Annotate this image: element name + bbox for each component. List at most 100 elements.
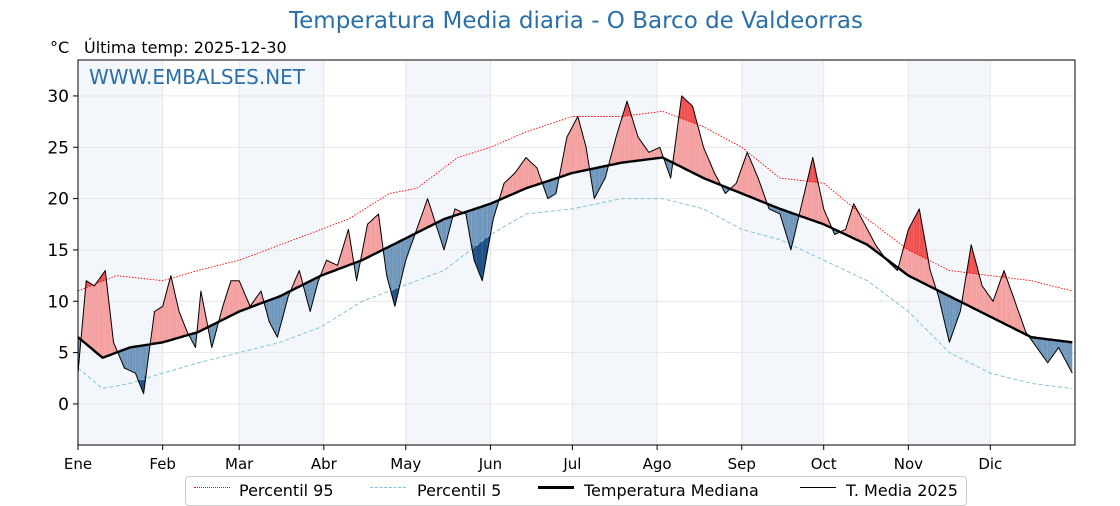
fill-below-median bbox=[121, 349, 125, 368]
fill-above-median bbox=[329, 261, 333, 273]
line-temperatura-mediana bbox=[77, 156, 1073, 359]
fill-below-median bbox=[438, 220, 442, 242]
month-band bbox=[572, 60, 658, 445]
fill-below-median bbox=[269, 299, 272, 327]
fill-above-median bbox=[998, 278, 1002, 323]
fill-above-median bbox=[230, 280, 234, 316]
fill-above-median bbox=[504, 180, 507, 198]
fill-above-median bbox=[711, 166, 715, 183]
fill-below-median bbox=[1064, 341, 1067, 363]
fill-above-median bbox=[749, 158, 753, 198]
fill-above-p95 bbox=[922, 224, 925, 259]
fill-above-median bbox=[179, 311, 182, 338]
fill-above-median bbox=[637, 137, 641, 161]
fill-below-median bbox=[266, 300, 270, 322]
month-band bbox=[78, 60, 163, 445]
fill-above-median bbox=[703, 147, 707, 180]
legend-line-p95 bbox=[194, 487, 230, 488]
fill-above-median bbox=[512, 172, 516, 195]
fill-below-median bbox=[132, 346, 136, 374]
fill-above-median bbox=[233, 280, 237, 315]
fill-below-p5 bbox=[482, 238, 485, 281]
fill-above-median bbox=[378, 214, 382, 252]
x-tick-label: Jul bbox=[562, 455, 581, 473]
fill-above-median bbox=[525, 157, 529, 189]
fill-above-median bbox=[506, 178, 510, 197]
last-temp-label: Última temp: 2025-12-30 bbox=[84, 38, 287, 57]
fill-above-median bbox=[900, 249, 903, 272]
fill-above-median bbox=[741, 160, 745, 195]
legend-label-p95: Percentil 95 bbox=[239, 481, 334, 500]
fill-below-median bbox=[127, 347, 130, 371]
fill-below-median bbox=[941, 292, 944, 320]
y-tick-label: 5 bbox=[58, 344, 69, 364]
x-tick-label: Jun bbox=[478, 455, 502, 473]
fill-above-median bbox=[801, 192, 805, 218]
legend-line-current bbox=[800, 487, 836, 488]
fill-below-median bbox=[788, 211, 791, 250]
fill-above-median bbox=[990, 297, 994, 319]
x-tick-label: Feb bbox=[149, 455, 176, 473]
fill-below-median bbox=[594, 167, 597, 199]
fill-above-p95 bbox=[102, 270, 106, 282]
fill-above-median bbox=[424, 198, 428, 229]
fill-below-median bbox=[1058, 340, 1062, 353]
fill-below-median bbox=[1069, 341, 1073, 374]
fill-below-median bbox=[211, 323, 215, 348]
month-bands bbox=[78, 60, 991, 445]
fill-below-median bbox=[192, 332, 196, 348]
fill-below-p5 bbox=[484, 236, 488, 266]
fill-above-median bbox=[561, 151, 565, 177]
fill-above-median bbox=[165, 285, 169, 342]
fill-above-median bbox=[528, 160, 532, 188]
fill-above-median bbox=[758, 178, 761, 202]
x-tick-label: Nov bbox=[894, 455, 923, 473]
fill-above-median bbox=[173, 287, 177, 340]
fill-above-median bbox=[1003, 270, 1007, 325]
fill-above-median bbox=[523, 157, 526, 190]
fill-above-p95 bbox=[971, 244, 974, 274]
fill-above-median bbox=[1012, 293, 1015, 329]
fill-above-median bbox=[930, 270, 933, 288]
fill-above-median bbox=[695, 116, 699, 176]
fill-below-median bbox=[468, 210, 472, 245]
plot-frame bbox=[77, 59, 1076, 446]
fill-above-median bbox=[293, 276, 297, 290]
fill-above-median bbox=[323, 260, 327, 275]
fill-above-p95 bbox=[913, 214, 917, 255]
fill-above-median bbox=[580, 126, 584, 172]
fill-above-median bbox=[752, 165, 756, 199]
fill-below-median bbox=[1044, 338, 1048, 363]
legend-label-p5: Percentil 5 bbox=[417, 481, 502, 500]
fill-below-median bbox=[1053, 339, 1056, 356]
x-tick-label: Abr bbox=[311, 455, 338, 473]
fill-above-median bbox=[373, 216, 376, 255]
fill-below-median bbox=[949, 296, 953, 343]
fill-above-p95 bbox=[905, 229, 909, 250]
fill-below-median bbox=[1066, 341, 1070, 368]
fill-below-median bbox=[591, 168, 595, 199]
fill-below-median bbox=[1055, 340, 1059, 352]
fill-above-median bbox=[94, 282, 98, 354]
fill-above-p95 bbox=[684, 98, 688, 121]
y-tick-label: 10 bbox=[47, 292, 69, 312]
fill-above-median bbox=[86, 280, 89, 347]
fill-above-median bbox=[509, 175, 513, 196]
legend-label-median: Temperatura Mediana bbox=[584, 481, 759, 500]
fill-above-median bbox=[640, 140, 644, 161]
temperature-chart: WWW.EMBALSES.NET 0 5 10 15 20 25 30 Ene Feb Mar A… bbox=[47, 59, 1076, 473]
x-tick-label: Mar bbox=[225, 455, 254, 473]
fill-above-median bbox=[168, 275, 171, 341]
fill-below-median bbox=[553, 178, 557, 196]
fill-below-median bbox=[793, 213, 797, 239]
fill-above-median bbox=[83, 280, 87, 345]
fill-above-median bbox=[815, 170, 819, 223]
fill-below-median bbox=[124, 348, 128, 370]
fill-above-median bbox=[222, 297, 226, 320]
fill-below-median bbox=[668, 160, 671, 179]
x-tick-label: Oct bbox=[811, 455, 837, 473]
fill-above-median bbox=[419, 214, 423, 232]
y-tick-label: 25 bbox=[47, 138, 69, 158]
fill-above-median bbox=[296, 270, 300, 288]
legend-label-current: T. Media 2025 bbox=[846, 481, 958, 500]
